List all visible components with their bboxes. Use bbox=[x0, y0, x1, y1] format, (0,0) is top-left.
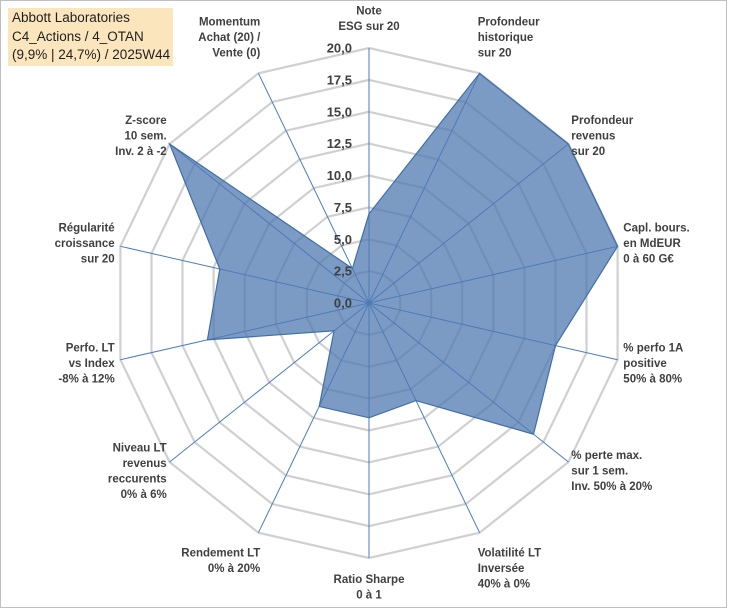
axis-label: Perfo. LT vs Index -8% à 12% bbox=[58, 342, 115, 385]
axis-label-line: Perfo. LT bbox=[66, 342, 115, 354]
axis-label: Note ESG sur 20 bbox=[338, 6, 399, 34]
axis-label-line: Volatilité LT bbox=[478, 547, 541, 559]
axis-label-line: Capl. bours. bbox=[623, 223, 689, 235]
title-company: Abbott Laboratories bbox=[12, 10, 130, 25]
axis-label-line: reccurents bbox=[108, 474, 167, 486]
chart-title-box: Abbott Laboratories C4_Actions / 4_OTAN … bbox=[8, 8, 173, 66]
axis-label-line: croissance bbox=[55, 238, 115, 250]
axis-label-line: Ratio Sharpe bbox=[334, 574, 405, 586]
axis-label: % perte max. sur 1 sem. Inv. 50% à 20% bbox=[571, 450, 652, 493]
r-tick-label: 10,0 bbox=[327, 168, 352, 183]
title-period: (9,9% | 24,7%) / 2025W44 bbox=[12, 47, 171, 62]
axis-label-line: % perfo 1A bbox=[623, 342, 683, 354]
axis-label-line: Vente (0) bbox=[212, 48, 260, 60]
axis-label: Niveau LT revenus reccurents 0% à 6% bbox=[108, 443, 167, 502]
title-category: C4_Actions / 4_OTAN bbox=[12, 28, 144, 44]
axis-label-line: revenus bbox=[571, 130, 615, 142]
axis-label-line: Momentum bbox=[199, 17, 260, 29]
axis-label-line: Rendement LT bbox=[181, 547, 260, 559]
axis-label: Z-score 10 sem. Inv. 2 à -2 bbox=[115, 115, 167, 158]
r-tick-label: 12,5 bbox=[327, 136, 352, 151]
axis-label: Ratio Sharpe 0 à 1 bbox=[334, 574, 405, 602]
axis-label: Rendement LT 0% à 20% bbox=[181, 547, 260, 575]
axis-label-line: Inv. 50% à 20% bbox=[571, 481, 652, 493]
axis-label-line: sur 20 bbox=[478, 48, 512, 60]
axis-label-line: 0% à 20% bbox=[208, 563, 260, 575]
axis-spoke bbox=[257, 73, 370, 304]
axis-label: Capl. bours. en MdEUR 0 à 60 G€ bbox=[623, 223, 689, 266]
axis-label-line: positive bbox=[623, 358, 666, 370]
axis-label-line: sur 20 bbox=[571, 146, 605, 158]
axis-label-line: Profondeur bbox=[478, 17, 540, 29]
axis-label-line: sur 1 sem. bbox=[571, 466, 628, 478]
axis-label-line: historique bbox=[478, 32, 534, 44]
axis-label-line: Niveau LT bbox=[113, 443, 167, 455]
axis-label-line: 0 à 60 G€ bbox=[623, 254, 674, 266]
axis-label: Profondeur historique sur 20 bbox=[478, 17, 540, 60]
axis-label: Régularité croissance sur 20 bbox=[55, 223, 115, 266]
axis-label-line: -8% à 12% bbox=[58, 373, 114, 385]
r-tick-label: 7,5 bbox=[334, 200, 352, 215]
axis-label-line: 0 à 1 bbox=[356, 590, 382, 602]
axis-label-line: Achat (20) / bbox=[198, 32, 261, 44]
axis-label-line: Inversée bbox=[478, 563, 525, 575]
r-tick-label: 20,0 bbox=[327, 41, 352, 56]
axis-label-line: revenus bbox=[123, 458, 167, 470]
axis-label-line: % perte max. bbox=[571, 450, 642, 462]
series-area bbox=[168, 72, 619, 435]
axis-label: % perfo 1A positive 50% à 80% bbox=[623, 342, 683, 385]
axis-label-line: ESG sur 20 bbox=[338, 21, 399, 33]
r-tick-label: 17,5 bbox=[327, 72, 352, 87]
axis-label-line: Régularité bbox=[58, 223, 114, 235]
r-tick-label: 5,0 bbox=[334, 232, 352, 247]
axis-label: Momentum Achat (20) / Vente (0) bbox=[198, 17, 261, 60]
r-tick-label: 15,0 bbox=[327, 104, 352, 119]
axis-label-line: 0% à 6% bbox=[121, 489, 167, 501]
axis-label-line: 50% à 80% bbox=[623, 373, 682, 385]
axis-label: Profondeur revenus sur 20 bbox=[571, 115, 633, 158]
axis-label-line: sur 20 bbox=[81, 254, 115, 266]
axis-label-line: Profondeur bbox=[571, 115, 633, 127]
axis-label-line: 40% à 0% bbox=[478, 578, 530, 590]
axis-label-line: Note bbox=[356, 6, 382, 18]
axis-label-line: 10 sem. bbox=[124, 130, 166, 142]
axis-label: Volatilité LT Inversée 40% à 0% bbox=[478, 547, 541, 590]
r-tick-label: 2,5 bbox=[334, 264, 352, 279]
axis-label-line: Z-score bbox=[125, 115, 167, 127]
axis-label-line: en MdEUR bbox=[623, 238, 681, 250]
r-tick-label: 0,0 bbox=[334, 296, 352, 311]
axis-label-line: Inv. 2 à -2 bbox=[115, 146, 167, 158]
axis-label-line: vs Index bbox=[69, 358, 116, 370]
